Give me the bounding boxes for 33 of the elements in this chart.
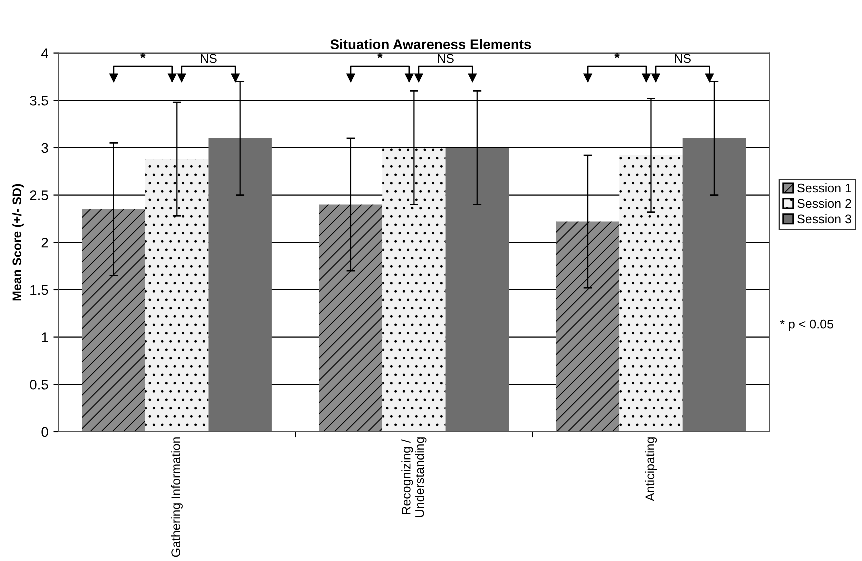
y-tick-label: 1.5 <box>30 285 48 296</box>
bar <box>146 159 209 432</box>
legend-label: Session 1 <box>798 184 852 193</box>
text: * p < 0.05 <box>780 320 834 332</box>
y-tick-label: 2 <box>42 238 48 248</box>
chart-title: Situation Awareness Elements <box>330 39 532 50</box>
y-tick-label: 0 <box>42 427 48 438</box>
bar <box>82 210 146 432</box>
bar <box>446 148 510 432</box>
annotation: * <box>378 53 383 58</box>
annotation: NS <box>438 54 454 64</box>
y-axis-title: Mean Score (+/- SD) <box>12 184 24 301</box>
y-tick-label: 4 <box>41 48 48 58</box>
x-tick-label: Gathering Information <box>171 438 183 558</box>
bar <box>208 138 272 432</box>
y-tick-label: 0.5 <box>30 380 48 390</box>
y-tick-label: 3.5 <box>30 96 48 106</box>
x-tick-label: Anticipating <box>645 438 658 502</box>
annotation: NS <box>675 54 691 64</box>
y-tick-label: 2.5 <box>30 190 48 200</box>
y-tick-label: 1 <box>42 332 48 342</box>
y-tick-label: 3 <box>42 143 48 154</box>
legend-label: Session 3 <box>798 214 852 224</box>
bar <box>382 148 446 432</box>
bar <box>682 138 746 432</box>
bar <box>556 222 620 432</box>
annotation: * <box>140 53 146 58</box>
bar <box>319 204 383 432</box>
annotation: * <box>614 53 620 58</box>
bar <box>620 156 683 432</box>
annotation: NS <box>201 54 217 64</box>
legend-label: Session 2 <box>798 198 852 208</box>
x-tick-label: Recognizing / Understanding <box>402 438 427 518</box>
